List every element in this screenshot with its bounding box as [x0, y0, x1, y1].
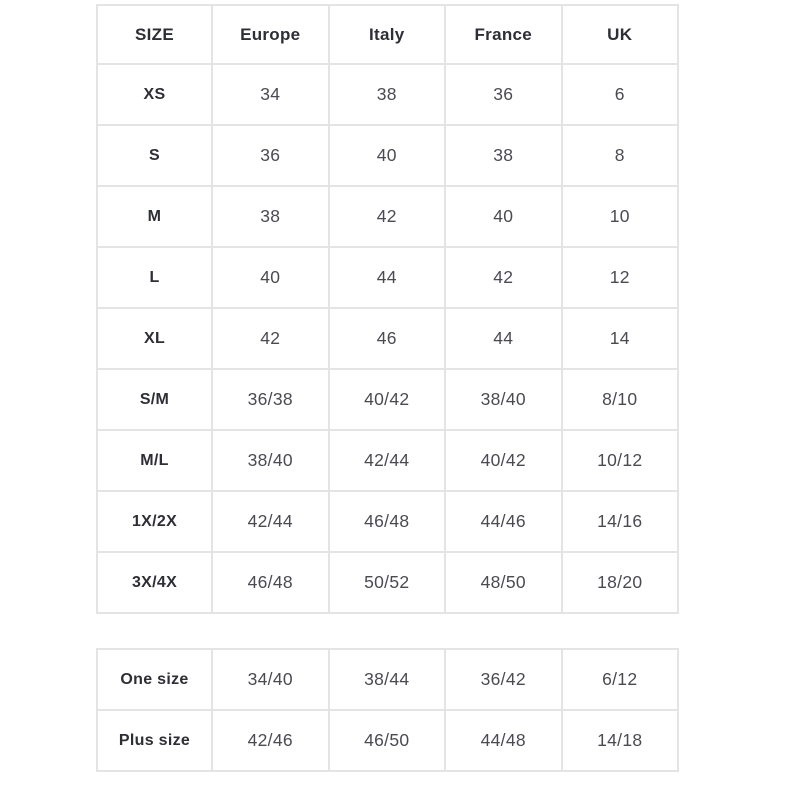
table-row: M/L 38/40 42/44 40/42 10/12	[96, 429, 679, 492]
table-row: L 40 44 42 12	[96, 246, 679, 309]
size-value-cell: 36/38	[211, 368, 330, 431]
size-value-cell: 34/40	[211, 648, 330, 711]
size-value-cell: 10	[560, 185, 679, 248]
size-value-cell: 42/44	[327, 429, 446, 492]
size-label-cell: 1X/2X	[96, 490, 213, 553]
size-value-cell: 40/42	[444, 429, 563, 492]
size-value-cell: 38	[327, 63, 446, 126]
size-value-cell: 36	[211, 124, 330, 187]
size-value-cell: 36/42	[444, 648, 563, 711]
size-value-cell: 38/40	[211, 429, 330, 492]
column-header-europe: Europe	[211, 4, 330, 65]
size-value-cell: 38	[444, 124, 563, 187]
size-label-cell: 3X/4X	[96, 551, 213, 614]
size-value-cell: 42	[211, 307, 330, 370]
table-row: M 38 42 40 10	[96, 185, 679, 248]
size-value-cell: 38/44	[327, 648, 446, 711]
size-label-cell: M/L	[96, 429, 213, 492]
table-row: S/M 36/38 40/42 38/40 8/10	[96, 368, 679, 431]
size-value-cell: 42/44	[211, 490, 330, 553]
table-row: XL 42 46 44 14	[96, 307, 679, 370]
column-header-size: SIZE	[96, 4, 213, 65]
size-value-cell: 42	[327, 185, 446, 248]
size-value-cell: 8	[560, 124, 679, 187]
size-value-cell: 18/20	[560, 551, 679, 614]
table-row: One size 34/40 38/44 36/42 6/12	[96, 648, 679, 711]
size-label-cell: M	[96, 185, 213, 248]
table-row: 3X/4X 46/48 50/52 48/50 18/20	[96, 551, 679, 614]
special-sizes-table: One size 34/40 38/44 36/42 6/12 Plus size 42/4…	[96, 648, 679, 772]
table-row: XS 34 38 36 6	[96, 63, 679, 126]
size-value-cell: 10/12	[560, 429, 679, 492]
column-header-italy: Italy	[327, 4, 446, 65]
size-value-cell: 14/18	[560, 709, 679, 772]
size-label-cell: L	[96, 246, 213, 309]
size-value-cell: 42/46	[211, 709, 330, 772]
header-row: SIZE Europe Italy France UK	[96, 4, 679, 65]
table-row: Plus size 42/46 46/50 44/48 14/18	[96, 709, 679, 772]
size-chart-page: SIZE Europe Italy France UK XS 34 38 36 6 S 36…	[96, 4, 679, 772]
size-value-cell: 48/50	[444, 551, 563, 614]
size-value-cell: 14/16	[560, 490, 679, 553]
size-value-cell: 38	[211, 185, 330, 248]
size-value-cell: 6/12	[560, 648, 679, 711]
size-value-cell: 40	[211, 246, 330, 309]
size-label-cell: Plus size	[96, 709, 213, 772]
size-label-cell: XL	[96, 307, 213, 370]
size-value-cell: 44	[444, 307, 563, 370]
column-header-france: France	[444, 4, 563, 65]
size-value-cell: 46	[327, 307, 446, 370]
size-value-cell: 44/48	[444, 709, 563, 772]
column-header-uk: UK	[560, 4, 679, 65]
size-value-cell: 40	[444, 185, 563, 248]
size-value-cell: 34	[211, 63, 330, 126]
table-row: S 36 40 38 8	[96, 124, 679, 187]
size-label-cell: S/M	[96, 368, 213, 431]
size-value-cell: 6	[560, 63, 679, 126]
size-value-cell: 50/52	[327, 551, 446, 614]
size-conversion-table: SIZE Europe Italy France UK XS 34 38 36 6 S 36…	[96, 4, 679, 614]
size-value-cell: 46/50	[327, 709, 446, 772]
size-label-cell: S	[96, 124, 213, 187]
size-value-cell: 40/42	[327, 368, 446, 431]
size-label-cell: One size	[96, 648, 213, 711]
size-value-cell: 12	[560, 246, 679, 309]
size-value-cell: 46/48	[327, 490, 446, 553]
size-value-cell: 44	[327, 246, 446, 309]
size-value-cell: 38/40	[444, 368, 563, 431]
size-label-cell: XS	[96, 63, 213, 126]
size-value-cell: 14	[560, 307, 679, 370]
size-value-cell: 42	[444, 246, 563, 309]
table-row: 1X/2X 42/44 46/48 44/46 14/16	[96, 490, 679, 553]
size-value-cell: 36	[444, 63, 563, 126]
size-value-cell: 44/46	[444, 490, 563, 553]
size-value-cell: 40	[327, 124, 446, 187]
size-value-cell: 8/10	[560, 368, 679, 431]
size-value-cell: 46/48	[211, 551, 330, 614]
